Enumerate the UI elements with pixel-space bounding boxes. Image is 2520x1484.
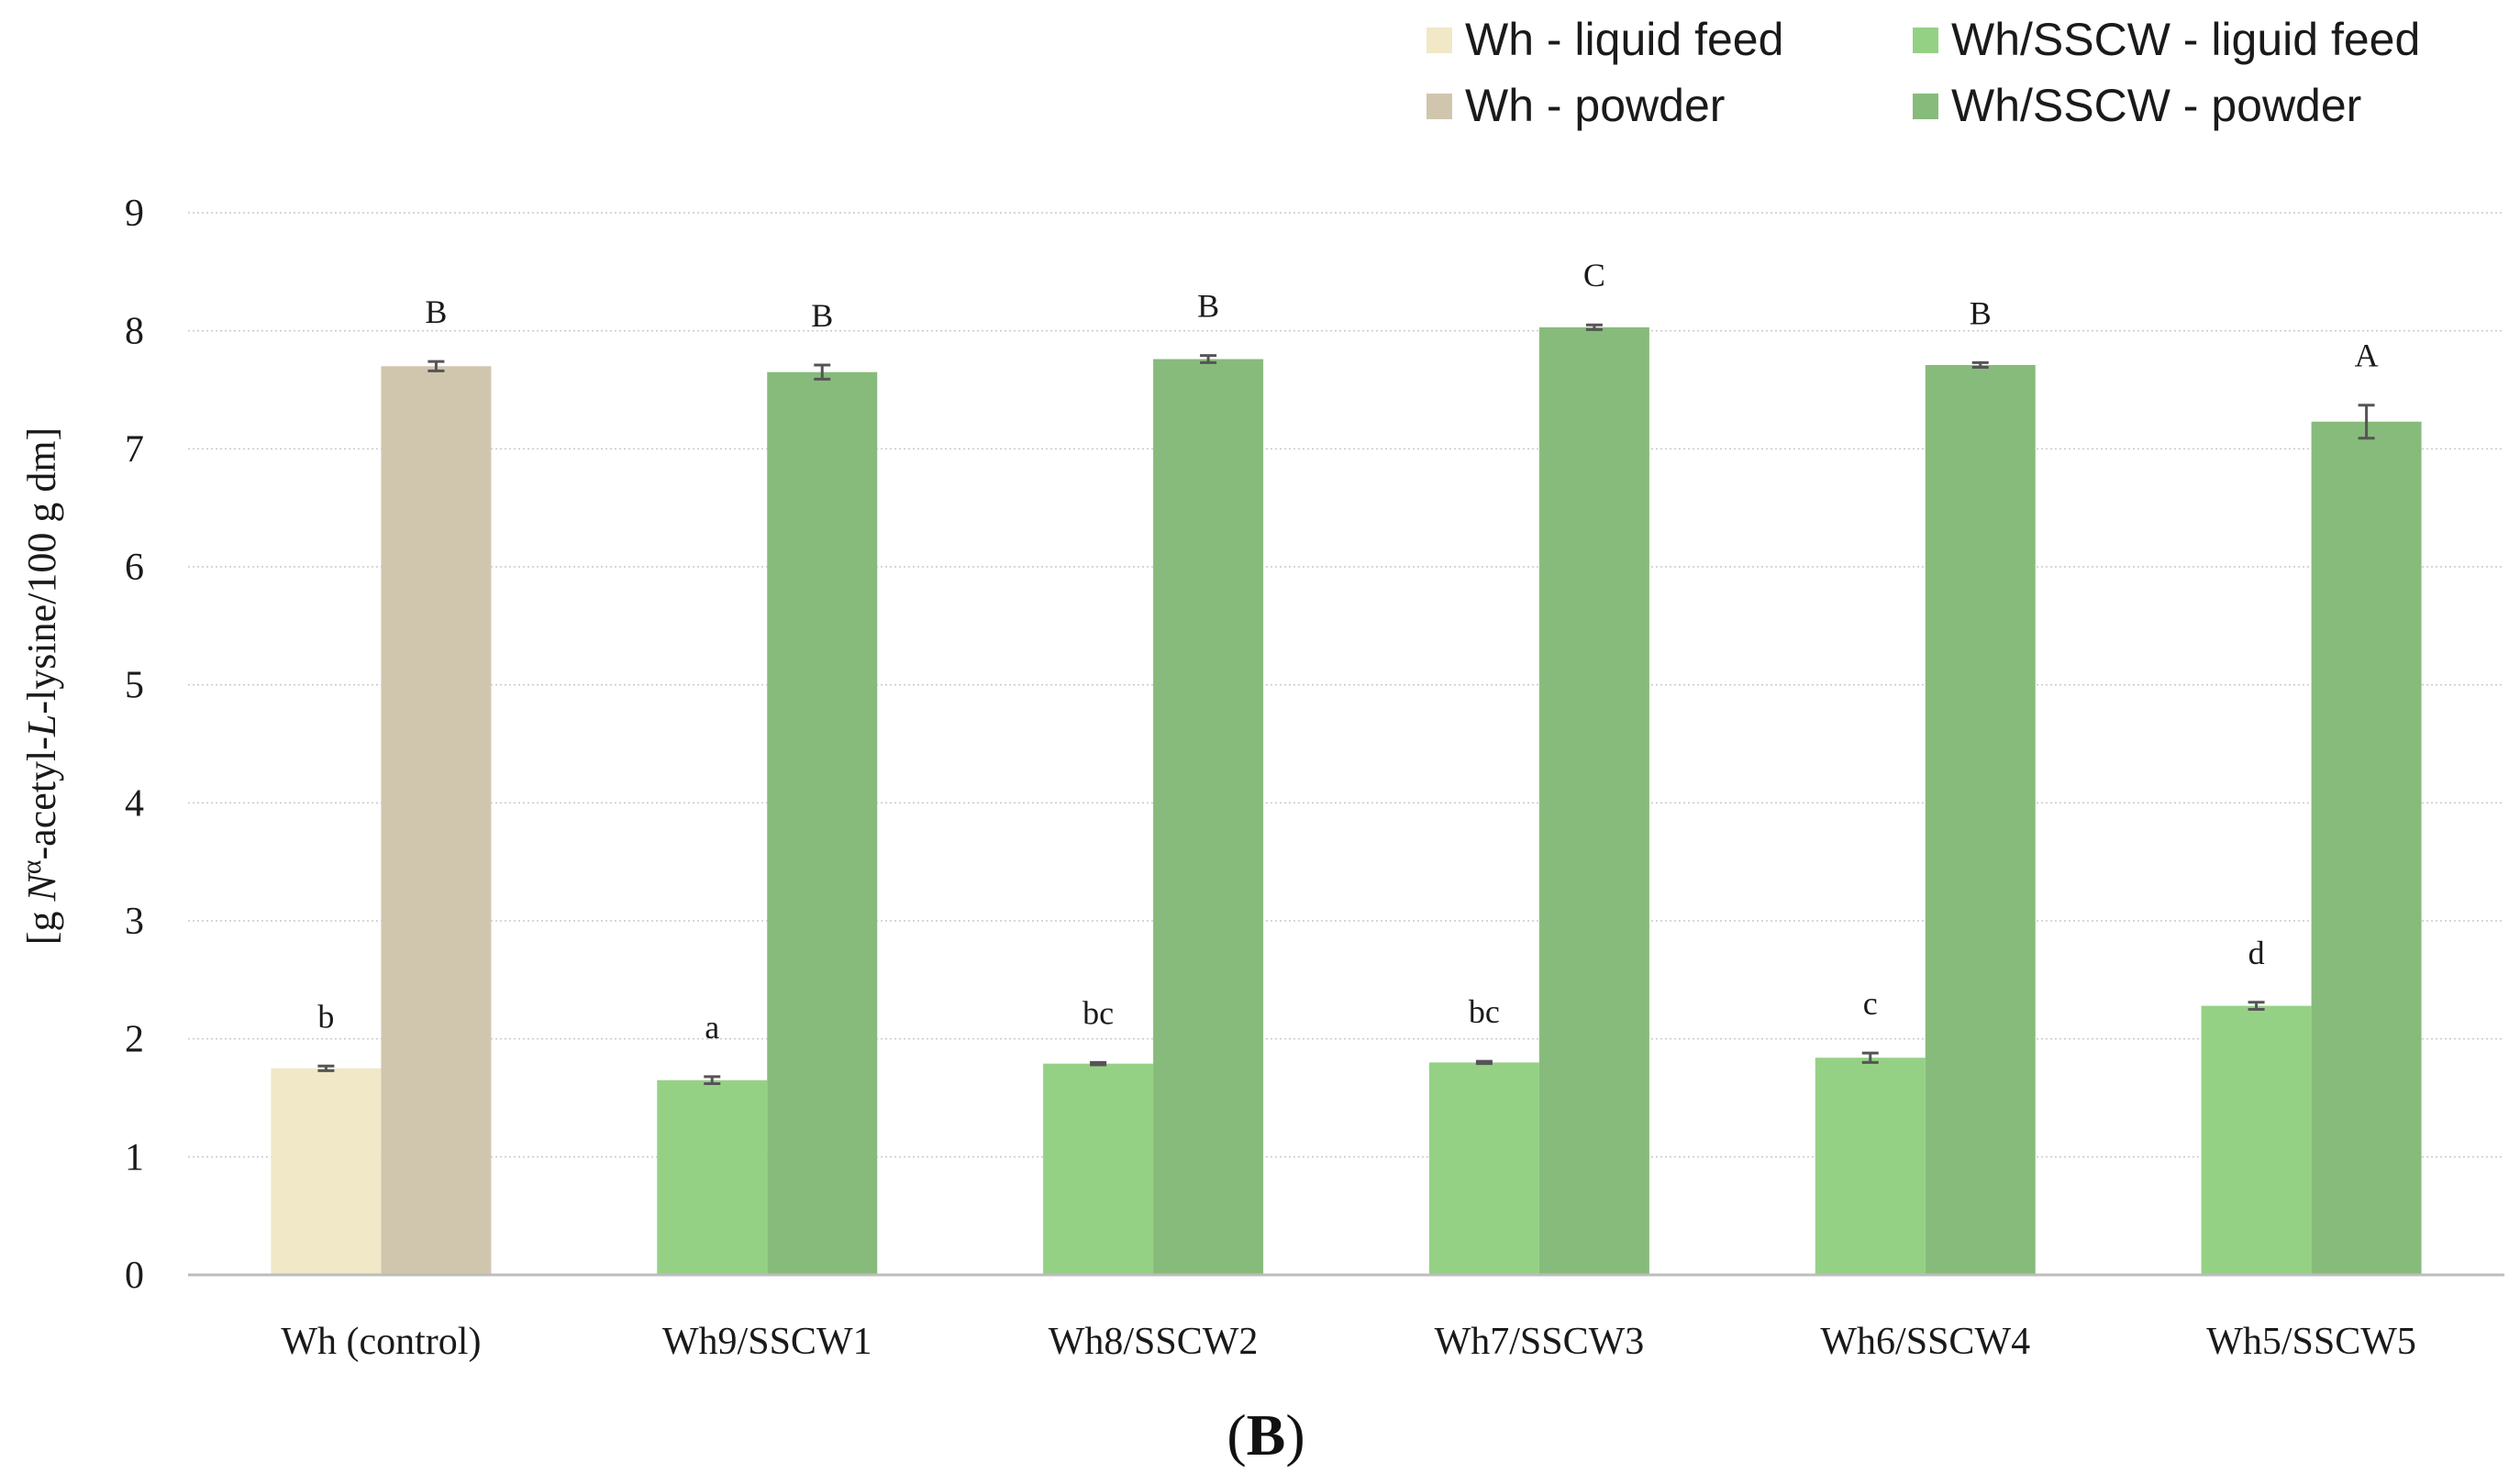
bar-liquid-feed-5 <box>1815 1058 1926 1275</box>
y-tick-label: 3 <box>125 901 144 943</box>
bar-powder-4 <box>1538 327 1649 1276</box>
significance-label: B <box>1197 288 1219 325</box>
y-tick-label: 0 <box>125 1255 144 1297</box>
significance-label: a <box>705 1009 719 1046</box>
bar-powder-6 <box>2311 421 2422 1275</box>
y-tick-label: 6 <box>125 547 144 589</box>
x-tick-label: Wh7/SSCW3 <box>1435 1321 1645 1363</box>
significance-label: d <box>2248 935 2265 971</box>
significance-label: bc <box>1469 993 1500 1030</box>
bar-powder-1 <box>381 366 492 1275</box>
legend-swatch <box>1427 28 1452 53</box>
bar-liquid-feed-1 <box>271 1068 382 1275</box>
legend-swatch <box>1427 94 1452 119</box>
significance-label: bc <box>1082 994 1114 1031</box>
bar-powder-2 <box>767 371 878 1275</box>
y-tick-label: 8 <box>125 311 144 353</box>
legend-swatch <box>1913 28 1938 53</box>
significance-label: C <box>1583 257 1605 293</box>
legend-swatch <box>1913 94 1938 119</box>
bar-liquid-feed-3 <box>1043 1063 1154 1275</box>
panel-label: (B) <box>1227 1402 1304 1467</box>
x-tick-label: Wh8/SSCW2 <box>1049 1321 1259 1363</box>
y-axis: 0 1 2 3 4 5 6 7 8 9 <box>125 193 144 1297</box>
significance-label: B <box>1970 294 1992 331</box>
bar-powder-3 <box>1153 359 1264 1276</box>
x-tick-label: Wh (control) <box>281 1321 481 1363</box>
bar-liquid-feed-2 <box>657 1080 768 1275</box>
bar-powder-5 <box>1925 364 2036 1276</box>
significance-label: c <box>1863 985 1878 1022</box>
y-tick-label: 9 <box>125 193 144 235</box>
legend: Wh - liquid feed Wh/SSCW - liguid feed Wh … <box>1427 14 2420 131</box>
significance-labels: b Ba Bbc Bbc Cc Bd A <box>317 257 2378 1046</box>
y-tick-label: 2 <box>125 1019 144 1061</box>
error-bars <box>317 323 2375 1086</box>
y-tick-label: 7 <box>125 428 144 471</box>
gridlines <box>188 212 2504 1158</box>
significance-label: b <box>317 998 334 1035</box>
x-axis: Wh (control) Wh9/SSCW1 Wh8/SSCW2 Wh7/SSCW3 W… <box>188 1273 2504 1363</box>
significance-label: B <box>811 297 833 334</box>
legend-item: Wh/SSCW - powder <box>1951 80 2361 131</box>
y-tick-label: 4 <box>125 782 144 825</box>
legend-item: Wh - liquid feed <box>1465 14 1783 65</box>
y-axis-label: [g Nα-acetyl-L-lysine/100 g dm] <box>17 427 65 945</box>
bar-liquid-feed-4 <box>1428 1062 1539 1275</box>
bars <box>271 327 2422 1276</box>
y-tick-label: 5 <box>125 665 144 707</box>
bar-liquid-feed-6 <box>2201 1005 2312 1275</box>
significance-label: B <box>425 293 447 330</box>
significance-label: A <box>2355 338 2379 374</box>
x-tick-label: Wh5/SSCW5 <box>2206 1321 2416 1363</box>
legend-item: Wh/SSCW - liguid feed <box>1951 14 2420 65</box>
x-tick-label: Wh9/SSCW1 <box>662 1321 872 1363</box>
y-tick-label: 1 <box>125 1136 144 1179</box>
legend-item: Wh - powder <box>1465 80 1725 131</box>
x-tick-label: Wh6/SSCW4 <box>1820 1321 2030 1363</box>
